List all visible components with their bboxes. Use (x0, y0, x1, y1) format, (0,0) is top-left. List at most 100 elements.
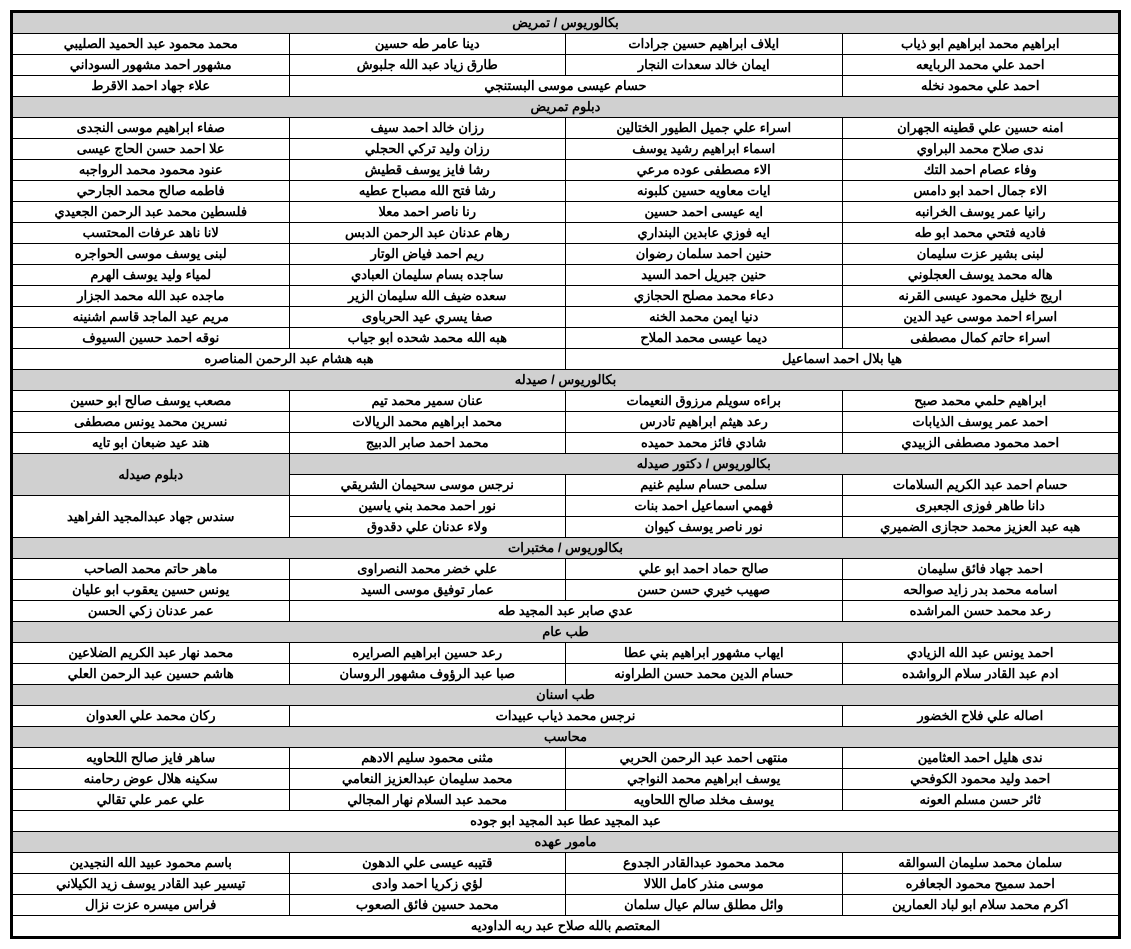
name-cell: هاله محمد يوسف العجلوني (842, 265, 1119, 286)
name-cell: احمد سميح محمود الجعافره (842, 874, 1119, 895)
name-cell: هبه هشام عبد الرحمن المناصره (13, 349, 566, 370)
name-cell: اريج خليل محمود عيسى القرنه (842, 286, 1119, 307)
name-cell: احمد يونس عبد الله الزيادي (842, 643, 1119, 664)
name-cell: محمد احمد صابر الدبيج (289, 433, 566, 454)
name-cell: فاديه فتحي محمد ابو طه (842, 223, 1119, 244)
name-cell: لؤي زكريا احمد وادى (289, 874, 566, 895)
name-cell: الاء جمال احمد ابو دامس (842, 181, 1119, 202)
table-row: المعتصم بالله صلاح عبد ربه الداوديه (13, 916, 1119, 937)
name-cell: نرجس محمد ذياب عبيدات (289, 706, 842, 727)
name-cell: يوسف ابراهيم محمد النواجي (566, 769, 843, 790)
name-cell: وفاء عصام احمد التك (842, 160, 1119, 181)
table-row: اسامه محمد بدر زايد صوالحهصهيب خيري حسن … (13, 580, 1119, 601)
name-cell: صبا عبد الرؤوف مشهور الروسان (289, 664, 566, 685)
name-cell: دينا عامر طه حسين (289, 34, 566, 55)
name-cell: علي خضر محمد النصراوى (289, 559, 566, 580)
name-cell: مثنى محمود سليم الادهم (289, 748, 566, 769)
name-cell: رنا ناصر احمد معلا (289, 202, 566, 223)
name-cell: علي عمر علي تقالي (13, 790, 290, 811)
table-row: دانا طاهر فوزى الجعبرىفهمي اسماعيل احمد … (13, 496, 1119, 517)
name-cell: سعده ضيف الله سليمان الزير (289, 286, 566, 307)
section-header-cell: بكالوريوس / تمريض (13, 13, 1119, 34)
name-cell: احمد علي محمود نخله (842, 76, 1119, 97)
name-cell: ساهر فايز صالح اللحاويه (13, 748, 290, 769)
name-cell: دانا طاهر فوزى الجعبرى (842, 496, 1119, 517)
section-header-row: طب عام (13, 622, 1119, 643)
name-cell: سلمان محمد سليمان السوالقه (842, 853, 1119, 874)
name-cell: رشا فتح الله مصباح عطيه (289, 181, 566, 202)
name-cell: محمد عبد السلام نهار المجالي (289, 790, 566, 811)
name-cell: عبد المجيد عطا عبد المجيد ابو جوده (13, 811, 1119, 832)
name-cell: محمد محمود عبد الحميد الصليبي (13, 34, 290, 55)
name-cell: تيسير عبد القادر يوسف زيد الكيلاني (13, 874, 290, 895)
section-header-cell: طب عام (13, 622, 1119, 643)
name-cell: مصعب يوسف صالح ابو حسين (13, 391, 290, 412)
name-cell: براءه سويلم مرزوق النعيمات (566, 391, 843, 412)
name-cell: دعاء محمد مصلح الحجازي (566, 286, 843, 307)
document-container: بكالوريوس / تمريضابراهيم محمد ابراهيم اب… (10, 10, 1121, 939)
table-row: رانيا عمر يوسف الخرانبهايه عيسى احمد حسي… (13, 202, 1119, 223)
name-cell: رعد حسين ابراهيم الصرايره (289, 643, 566, 664)
table-row: سلمان محمد سليمان السوالقهمحمد محمود عبد… (13, 853, 1119, 874)
name-cell: امنه حسين علي قطينه الجهران (842, 118, 1119, 139)
name-cell: رشا فايز يوسف قطيش (289, 160, 566, 181)
name-cell: حنين احمد سلمان رضوان (566, 244, 843, 265)
section-header-cell: بكالوريوس / مختبرات (13, 538, 1119, 559)
name-cell: احمد عمر يوسف الذيابات (842, 412, 1119, 433)
name-cell: فراس ميسره عزت نزال (13, 895, 290, 916)
name-cell: حنين جبريل احمد السيد (566, 265, 843, 286)
name-cell: ريم احمد فياض الوتار (289, 244, 566, 265)
name-cell: ايهاب مشهور ابراهيم بني عطا (566, 643, 843, 664)
section-header-row: بكالوريوس / تمريض (13, 13, 1119, 34)
table-row: احمد محمود مصطفى الزبيديشادي فائز محمد ح… (13, 433, 1119, 454)
name-cell: ماجده عبد الله محمد الجزار (13, 286, 290, 307)
table-row: اكرم محمد سلام ابو لباد العمارينوائل مطل… (13, 895, 1119, 916)
table-row: احمد علي محمود نخلهحسام عيسى موسى البستن… (13, 76, 1119, 97)
name-cell: اسراء حاتم كمال مصطفى (842, 328, 1119, 349)
name-cell: لمياء وليد يوسف الهرم (13, 265, 290, 286)
table-row: ندى هليل احمد العثامينمنتهى احمد عبد الر… (13, 748, 1119, 769)
table-row: اريج خليل محمود عيسى القرنهدعاء محمد مصل… (13, 286, 1119, 307)
table-row: اصاله علي فلاح الخضورنرجس محمد ذياب عبيد… (13, 706, 1119, 727)
table-row: ابراهيم محمد ابراهيم ابو ذيابايلاف ابراه… (13, 34, 1119, 55)
section-header-row: محاسب (13, 727, 1119, 748)
name-cell: مريم عيد الماجد قاسم اشنينه (13, 307, 290, 328)
table-row: ثائر حسن مسلم العونهيوسف مخلد صالح اللحا… (13, 790, 1119, 811)
name-cell: صهيب خيري حسن حسن (566, 580, 843, 601)
name-cell: نسرين محمد يونس مصطفى (13, 412, 290, 433)
name-cell: هاشم حسين عبد الرحمن العلي (13, 664, 290, 685)
section-header-cell: محاسب (13, 727, 1119, 748)
name-cell: ادم عبد القادر سلام الرواشده (842, 664, 1119, 685)
section-header-cell: بكالوريوس / صيدله (13, 370, 1119, 391)
name-cell: محمد سليمان عبدالعزيز النعامي (289, 769, 566, 790)
name-cell: شادي فائز محمد حميده (566, 433, 843, 454)
name-cell: رعد هيثم ابراهيم تادرس (566, 412, 843, 433)
table-row: اسراء حاتم كمال مصطفىديما عيسى محمد المل… (13, 328, 1119, 349)
name-cell: نور ناصر يوسف كيوان (566, 517, 843, 538)
name-cell: نور احمد محمد بني ياسين (289, 496, 566, 517)
section-header-row: بكالوريوس / مختبرات (13, 538, 1119, 559)
name-cell: اسامه محمد بدر زايد صوالحه (842, 580, 1119, 601)
name-cell: يونس حسين يعقوب ابو عليان (13, 580, 290, 601)
name-cell: ابراهيم محمد ابراهيم ابو ذياب (842, 34, 1119, 55)
name-cell: قتيبه عيسى علي الدهون (289, 853, 566, 874)
section-header-row: طب اسنان (13, 685, 1119, 706)
name-cell: نرجس موسى سحيمان الشريقي (289, 475, 566, 496)
name-cell: لانا ناهد عرفات المحتسب (13, 223, 290, 244)
name-cell: ركان محمد علي العدوان (13, 706, 290, 727)
name-cell: علا احمد حسن الحاج عيسى (13, 139, 290, 160)
name-cell: اسراء احمد موسى عيد الدين (842, 307, 1119, 328)
name-cell: ابراهيم حلمي محمد صبح (842, 391, 1119, 412)
name-cell: سكينه هلال عوض رحامنه (13, 769, 290, 790)
table-row: احمد جهاد فائق سليمانصالح حماد احمد ابو … (13, 559, 1119, 580)
name-cell: ثائر حسن مسلم العونه (842, 790, 1119, 811)
name-cell: حسام الدين محمد حسن الطراونه (566, 664, 843, 685)
name-cell: ماهر حاتم محمد الصاحب (13, 559, 290, 580)
table-row: ندى صلاح محمد البراوياسماء ابراهيم رشيد … (13, 139, 1119, 160)
name-cell: طارق زياد عبد الله جلبوش (289, 55, 566, 76)
name-cell: فلسطين محمد عبد الرحمن الجعيدي (13, 202, 290, 223)
table-row: ابراهيم حلمي محمد صبحبراءه سويلم مرزوق ا… (13, 391, 1119, 412)
name-cell: اسماء ابراهيم رشيد يوسف (566, 139, 843, 160)
name-cell: صالح حماد احمد ابو علي (566, 559, 843, 580)
name-cell: موسى منذر كامل اللالا (566, 874, 843, 895)
